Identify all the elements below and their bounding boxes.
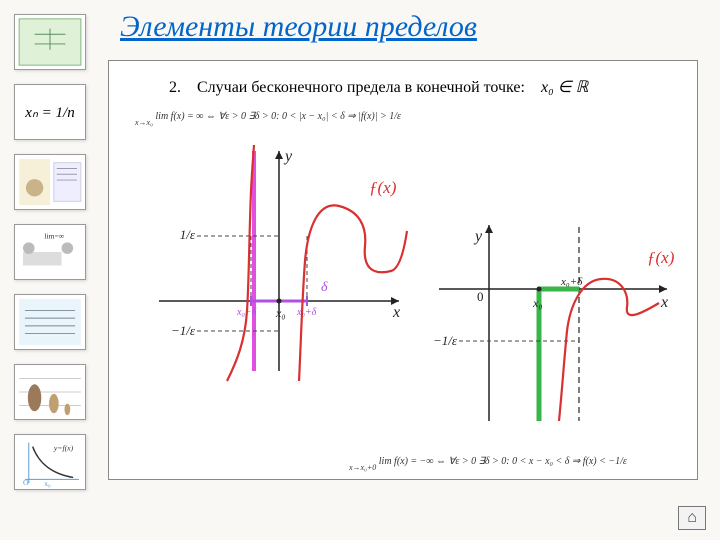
thumb-2[interactable]: xₙ = 1/n [14, 84, 86, 140]
formula-top: x→x₀ lim f(x) = ∞ ⇔ ∀ε > 0 ∃δ > 0: 0 < |… [135, 111, 401, 122]
chart-left: y x 1/ε −1/ε x₀ x₀−δ x₀+δ δ ƒ(x) [149, 131, 409, 391]
svg-text:x₀: x₀ [44, 479, 51, 488]
thumb-5[interactable] [14, 294, 86, 350]
fx-label-right: ƒ(x) [647, 248, 675, 267]
thumb-3[interactable] [14, 154, 86, 210]
axis-y-label-r: y [473, 228, 483, 245]
sidebar: xₙ = 1/n lim=∞ y=f(x) Ox₀ [14, 14, 88, 490]
x0-label-right: x₀ [532, 296, 543, 310]
thumb-1[interactable] [14, 14, 86, 70]
heading-number: 2. [169, 79, 181, 96]
formula-top-sub: x→x₀ [135, 118, 153, 127]
home-button[interactable]: ⌂ [678, 506, 706, 530]
thumb-6[interactable] [14, 364, 86, 420]
eps-top-label: 1/ε [180, 227, 196, 242]
home-icon: ⌂ [687, 509, 697, 527]
delta-label: δ [321, 280, 328, 295]
x0-label-left: x₀ [275, 306, 286, 320]
svg-text:lim=∞: lim=∞ [44, 232, 65, 241]
eps-bot-label: −1/ε [171, 323, 196, 338]
axis-y-label: y [283, 148, 293, 165]
xp-label-right: x₀+δ [560, 276, 583, 288]
page-title: Элементы теории пределов [120, 10, 477, 44]
thumb-4[interactable]: lim=∞ [14, 224, 86, 280]
main-panel: 2. Случаи бесконечного предела в конечно… [108, 60, 698, 480]
formula-bot-text: lim f(x) = −∞ ⇔ ∀ε > 0 ∃δ > 0: 0 < x − x… [379, 456, 627, 467]
formula-top-text: lim f(x) = ∞ ⇔ ∀ε > 0 ∃δ > 0: 0 < |x − x… [155, 111, 401, 122]
axis-x-label-r: x [660, 294, 668, 311]
eps-bot-label-r: −1/ε [433, 333, 458, 348]
curve-left-branch [227, 145, 254, 381]
fx-label-left: ƒ(x) [369, 178, 397, 197]
svg-text:y=f(x): y=f(x) [53, 443, 74, 452]
svg-text:0: 0 [477, 289, 484, 304]
curve-right [559, 279, 659, 421]
heading-text: Случаи бесконечного предела в конечной т… [197, 79, 525, 96]
formula-bot-sub: x→x₀+0 [349, 463, 376, 472]
xp-label-left: x₀+δ [296, 307, 317, 318]
formula-bottom: x→x₀+0 lim f(x) = −∞ ⇔ ∀ε > 0 ∃δ > 0: 0 … [349, 456, 627, 467]
curve-right-branch [299, 205, 407, 381]
thumb-2-label: xₙ = 1/n [25, 103, 74, 122]
axis-x-label: x [392, 304, 400, 321]
section-heading: 2. Случаи бесконечного предела в конечно… [169, 77, 588, 97]
svg-text:O: O [23, 478, 29, 487]
heading-math: x₀ ∈ ℝ [541, 79, 588, 96]
thumb-7[interactable]: y=f(x) Ox₀ [14, 434, 86, 490]
chart-right: y x 0 −1/ε x₀ x₀+δ ƒ(x) [429, 211, 679, 431]
